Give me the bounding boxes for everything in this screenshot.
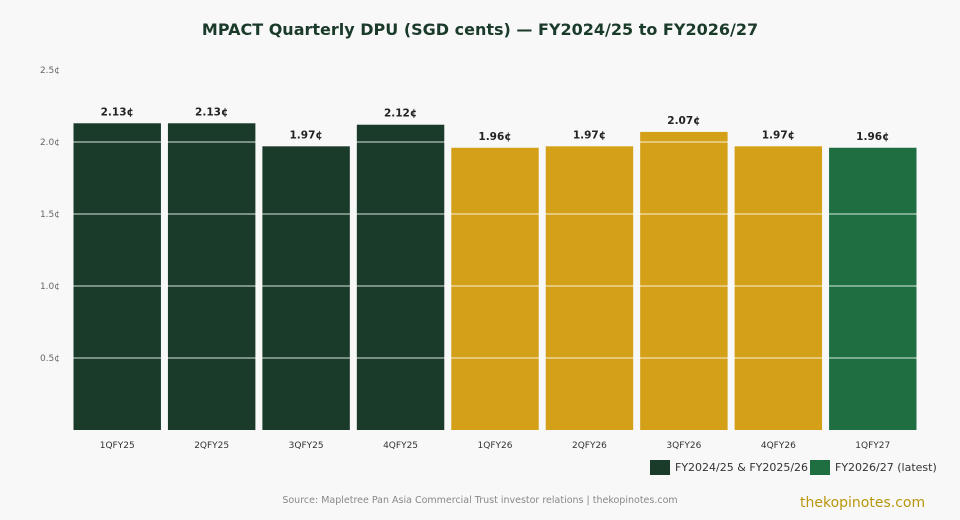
legend-label: FY2024/25 & FY2025/26 (675, 461, 809, 474)
y-tick-label: 2.0¢ (40, 138, 60, 148)
x-tick-label: 4QFY26 (761, 441, 796, 451)
x-tick-label: 1QFY27 (855, 441, 890, 451)
x-tick-label: 2QFY26 (572, 441, 607, 451)
bar (640, 131, 728, 431)
legend-swatch-dark-green (650, 460, 670, 475)
bars (73, 123, 917, 431)
bar (356, 124, 445, 430)
bar-value-label: 1.96¢ (856, 131, 889, 143)
x-tick-label: 2QFY25 (194, 441, 229, 451)
bar (829, 147, 917, 430)
bar (167, 123, 256, 430)
source-note: Source: Mapletree Pan Asia Commercial Tr… (282, 495, 678, 506)
brand-watermark: thekopinotes.com (800, 495, 926, 511)
x-tick-label: 1QFY25 (100, 441, 135, 451)
y-tick-label: 2.5¢ (40, 66, 60, 76)
x-tick-label: 3QFY26 (666, 441, 701, 451)
y-tick-label: 1.0¢ (40, 282, 60, 292)
bar-value-label: 2.13¢ (195, 106, 228, 118)
value-labels: 2.13¢ 2.13¢ 1.97¢ 2.12¢ 1.96¢ 1.97¢ 2.07¢ 1.97¢… (70, 69, 920, 359)
bar (73, 123, 161, 430)
bar (451, 147, 539, 430)
legend-swatch-green (810, 460, 830, 475)
bar (545, 146, 634, 430)
chart-title: MPACT Quarterly DPU (SGD cents) — FY2024… (201, 20, 759, 39)
bar (734, 146, 823, 430)
x-tick-label: 3QFY25 (289, 441, 324, 451)
bar-value-label: 1.97¢ (573, 129, 606, 141)
bar-value-label: 2.13¢ (101, 106, 134, 118)
bar-value-label: 2.07¢ (667, 115, 700, 127)
x-tick-label: 1QFY26 (478, 441, 513, 451)
legend-item-fy2627: FY2026/27 (latest) (810, 460, 937, 475)
x-axis-ticks: 1QFY25 2QFY25 3QFY25 4QFY25 1QFY26 2QFY26 3QFY… (100, 441, 890, 451)
y-tick-label: 1.5¢ (40, 210, 60, 220)
bar (262, 146, 350, 430)
y-tick-label: 0.5¢ (40, 354, 60, 364)
bar-value-label: 1.97¢ (762, 129, 795, 141)
legend-item-fy2425-fy2526: FY2024/25 & FY2025/26 (650, 460, 808, 475)
x-tick-label: 4QFY25 (383, 441, 418, 451)
bar-value-label: 2.12¢ (384, 108, 417, 120)
bar-value-label: 1.97¢ (290, 129, 323, 141)
legend-label: FY2026/27 (latest) (835, 461, 937, 474)
y-axis-ticks: 0.5¢ 1.0¢ 1.5¢ 2.0¢ 2.5¢ (40, 66, 60, 364)
bar-value-label: 1.96¢ (478, 131, 511, 143)
